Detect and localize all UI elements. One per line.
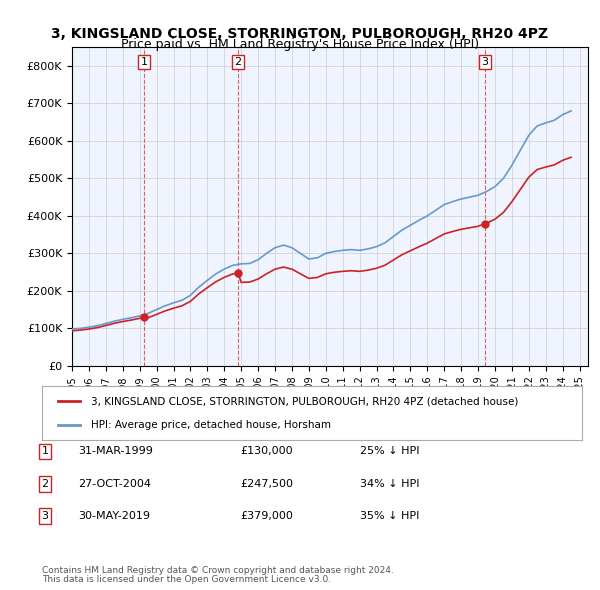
Text: This data is licensed under the Open Government Licence v3.0.: This data is licensed under the Open Gov… — [42, 575, 331, 584]
Text: 31-MAR-1999: 31-MAR-1999 — [78, 447, 153, 456]
Text: 1: 1 — [41, 447, 49, 456]
Text: £247,500: £247,500 — [240, 479, 293, 489]
Text: Contains HM Land Registry data © Crown copyright and database right 2024.: Contains HM Land Registry data © Crown c… — [42, 566, 394, 575]
Text: 27-OCT-2004: 27-OCT-2004 — [78, 479, 151, 489]
Text: 2: 2 — [41, 479, 49, 489]
Text: 25% ↓ HPI: 25% ↓ HPI — [360, 447, 419, 456]
Text: 30-MAY-2019: 30-MAY-2019 — [78, 512, 150, 521]
Text: 35% ↓ HPI: 35% ↓ HPI — [360, 512, 419, 521]
Text: 34% ↓ HPI: 34% ↓ HPI — [360, 479, 419, 489]
Text: £130,000: £130,000 — [240, 447, 293, 456]
Text: 3: 3 — [481, 57, 488, 67]
Text: HPI: Average price, detached house, Horsham: HPI: Average price, detached house, Hors… — [91, 419, 331, 430]
Text: 3, KINGSLAND CLOSE, STORRINGTON, PULBOROUGH, RH20 4PZ (detached house): 3, KINGSLAND CLOSE, STORRINGTON, PULBORO… — [91, 396, 518, 407]
Text: 3, KINGSLAND CLOSE, STORRINGTON, PULBOROUGH, RH20 4PZ: 3, KINGSLAND CLOSE, STORRINGTON, PULBORO… — [52, 27, 548, 41]
Text: £379,000: £379,000 — [240, 512, 293, 521]
Text: 1: 1 — [140, 57, 148, 67]
Text: 3: 3 — [41, 512, 49, 521]
Text: 2: 2 — [235, 57, 242, 67]
Text: Price paid vs. HM Land Registry's House Price Index (HPI): Price paid vs. HM Land Registry's House … — [121, 38, 479, 51]
